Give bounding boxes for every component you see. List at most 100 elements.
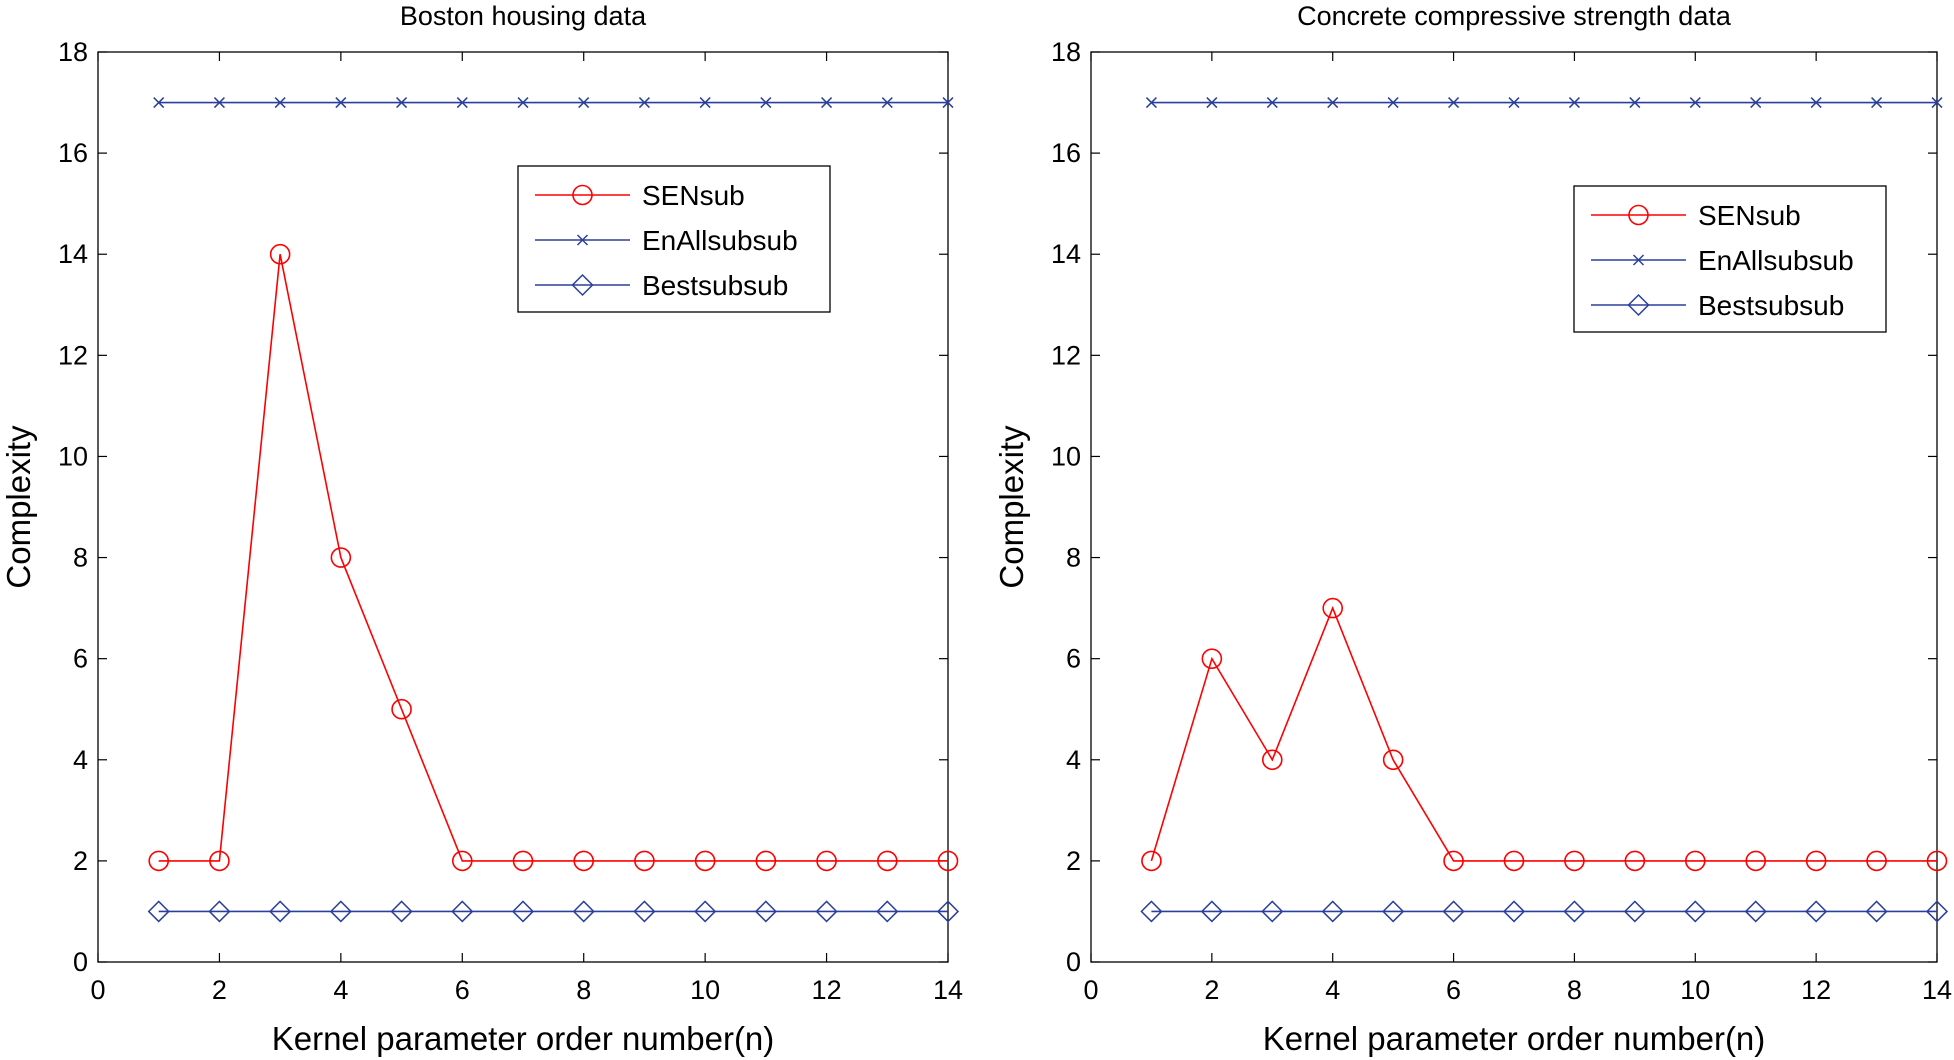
y-tick-label: 2 [1066, 846, 1081, 876]
x-tick-label: 2 [212, 975, 227, 1005]
x-tick-label: 0 [90, 975, 105, 1005]
y-tick-label: 10 [58, 441, 88, 471]
data-point [1382, 749, 1404, 771]
data-point [876, 850, 898, 872]
data-point [1689, 97, 1701, 109]
legend: SENsub EnAllsubsub Bestsubsub [517, 165, 831, 313]
data-point [633, 900, 656, 923]
data-point [330, 547, 352, 568]
y-tick-label: 0 [1066, 947, 1081, 977]
data-point [511, 900, 535, 923]
data-point [821, 97, 833, 109]
chart-panel-1: Boston housing data 0 2 4 6 8 10 12 14 0 2 4 6 8 10 12 1… [0, 1, 963, 1057]
data-point [573, 850, 595, 872]
y-tick-label: 4 [73, 745, 88, 775]
data-point [881, 97, 893, 109]
data-point [1321, 900, 1344, 923]
data-point [1141, 850, 1162, 872]
legend-label: EnAllsubsub [1698, 245, 1854, 276]
data-point [148, 850, 170, 872]
data-point [1382, 900, 1405, 923]
data-point [147, 900, 170, 923]
data-point [517, 97, 529, 109]
y-tick-label: 18 [1051, 37, 1081, 67]
data-point [1266, 97, 1278, 109]
y-tick-label: 8 [73, 543, 88, 573]
data-point [1261, 900, 1284, 923]
legend-label: SENsub [1698, 200, 1801, 231]
data-point [391, 698, 412, 720]
x-tick-label: 2 [1204, 975, 1219, 1005]
data-point [638, 97, 650, 109]
y-axis-label: Complexity [0, 425, 37, 589]
y-tick-label: 18 [58, 37, 88, 67]
x-tick-label: 4 [1325, 975, 1340, 1005]
data-point [1568, 97, 1580, 109]
data-point [634, 850, 655, 872]
x-axis-label: Kernel parameter order number(n) [1263, 1020, 1766, 1057]
y-tick-label: 8 [1066, 543, 1081, 573]
data-point [1201, 648, 1223, 669]
data-point [1200, 900, 1223, 923]
data-point [1502, 900, 1526, 923]
chart-panel-2: Concrete compressive strength data 0 2 4 6 8 1… [993, 1, 1952, 1057]
data-point [274, 97, 286, 109]
legend-label: EnAllsubsub [642, 225, 798, 256]
data-point [1931, 97, 1943, 109]
legend-marker [1627, 293, 1650, 317]
plot-area [1090, 51, 1938, 963]
data-point [816, 850, 837, 872]
data-point [456, 97, 468, 109]
data-point [396, 97, 408, 109]
legend-box [1573, 185, 1887, 333]
x-tick-label: 8 [1567, 975, 1582, 1005]
chart-title: Concrete compressive strength data [1297, 1, 1732, 31]
data-point [451, 850, 473, 872]
x-tick-label: 12 [812, 975, 842, 1005]
legend-marker [576, 234, 589, 246]
data-point [1805, 900, 1828, 923]
data-point [1327, 97, 1339, 109]
y-tick-label: 10 [1051, 441, 1081, 471]
data-point [269, 243, 291, 265]
legend-marker [572, 184, 593, 206]
y-tick-label: 2 [73, 846, 88, 876]
x-tick-label: 14 [1922, 975, 1952, 1005]
y-tick-label: 4 [1066, 745, 1081, 775]
data-point [1140, 900, 1163, 923]
y-tick-label: 12 [58, 340, 88, 370]
legend-label: SENsub [642, 180, 745, 211]
data-point [1206, 97, 1218, 109]
data-point [1871, 97, 1883, 109]
data-point [760, 97, 772, 109]
data-point [390, 900, 413, 923]
x-tick-label: 12 [1801, 975, 1831, 1005]
data-point [699, 97, 711, 109]
data-point [1865, 900, 1888, 923]
data-point [1443, 850, 1464, 872]
legend-label: Bestsubsub [1698, 290, 1844, 321]
series-SENsub [148, 243, 959, 872]
data-point [329, 900, 352, 923]
x-axis-label: Kernel parameter order number(n) [272, 1020, 775, 1057]
data-point [1623, 900, 1646, 923]
x-tick-label: 8 [576, 975, 591, 1005]
y-tick-label: 6 [73, 644, 88, 674]
x-tick-label: 10 [1680, 975, 1710, 1005]
data-point [1387, 97, 1399, 109]
data-point [451, 900, 474, 923]
data-point [694, 900, 717, 923]
data-point [209, 850, 230, 872]
data-point [335, 97, 347, 109]
data-point [936, 900, 960, 923]
data-point [1564, 850, 1585, 872]
legend: SENsub EnAllsubsub Bestsubsub [1573, 185, 1887, 333]
data-point [1508, 97, 1520, 109]
chart-title: Boston housing data [400, 1, 647, 31]
legend-marker [571, 273, 594, 297]
data-point [578, 97, 590, 109]
data-point [1442, 900, 1465, 923]
legend-marker [1628, 204, 1649, 226]
series-EnAllsubsub [153, 97, 954, 109]
y-axis-label: Complexity [993, 425, 1030, 589]
